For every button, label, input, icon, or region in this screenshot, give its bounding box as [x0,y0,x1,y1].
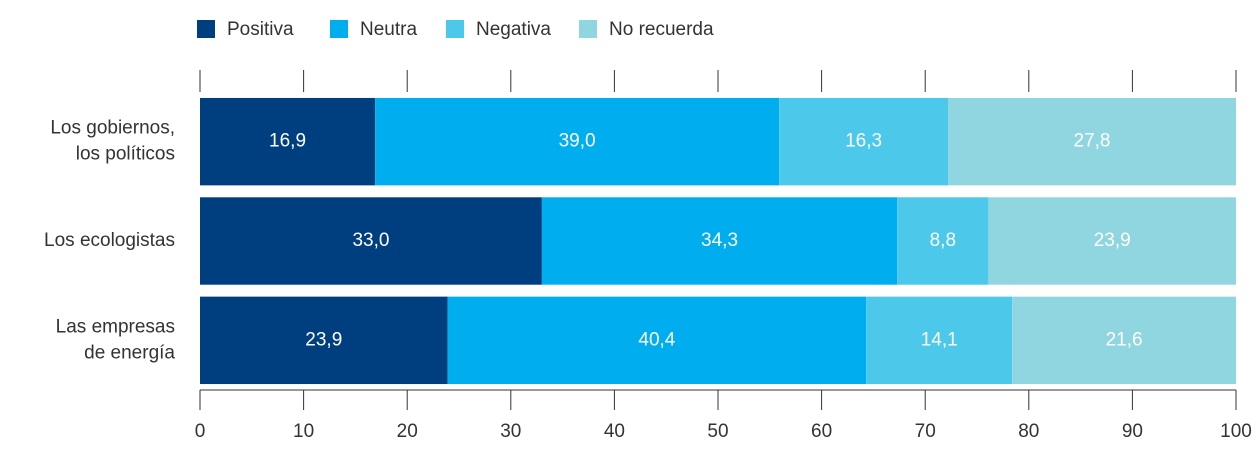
y-tick-label: Los ecologistas [44,230,175,251]
x-tick-label: 100 [1220,421,1252,442]
bar-segment [541,197,898,285]
y-tick-label: Los gobiernos, los políticos [50,118,175,165]
y-tick-label: Las empresas de energía [56,316,176,363]
bar-segment [200,97,376,186]
x-tick-label: 0 [195,421,206,442]
value-label: 16,9 [269,131,306,152]
legend-label: No recuerda [609,19,714,40]
value-label: 39,0 [559,131,596,152]
value-label: 21,6 [1106,329,1143,350]
x-tick-label: 90 [1122,421,1143,442]
legend-label: Positiva [227,19,294,40]
bar-segment [447,296,867,385]
x-tick-label: 80 [1018,421,1039,442]
bar-segment [200,197,542,285]
bar-segment [779,97,948,186]
x-tick-label: 50 [707,421,728,442]
bar-segment [375,97,780,186]
bar-segment [988,197,1236,285]
x-tick-label: 70 [915,421,936,442]
legend-swatch [197,20,215,38]
bar-segment [947,97,1236,186]
bar-segment [1012,296,1236,385]
value-label: 34,3 [701,230,738,251]
value-label: 40,4 [638,329,675,350]
bar-segment [200,296,448,385]
value-label: 8,8 [930,230,956,251]
x-tick-label: 10 [293,421,314,442]
legend-label: Neutra [360,19,417,40]
legend-swatch [579,20,597,38]
value-label: 27,8 [1074,131,1111,152]
value-label: 14,1 [921,329,958,350]
value-label: 33,0 [352,230,389,251]
bar-segment [866,296,1013,385]
legend-swatch [446,20,464,38]
x-tick-label: 40 [604,421,625,442]
x-tick-label: 20 [397,421,418,442]
legend-label: Negativa [476,19,551,40]
value-label: 16,3 [845,131,882,152]
bar-segment [897,197,989,285]
value-label: 23,9 [305,329,342,350]
x-tick-label: 60 [811,421,832,442]
value-label: 23,9 [1094,230,1131,251]
legend-swatch [330,20,348,38]
x-tick-label: 30 [500,421,521,442]
